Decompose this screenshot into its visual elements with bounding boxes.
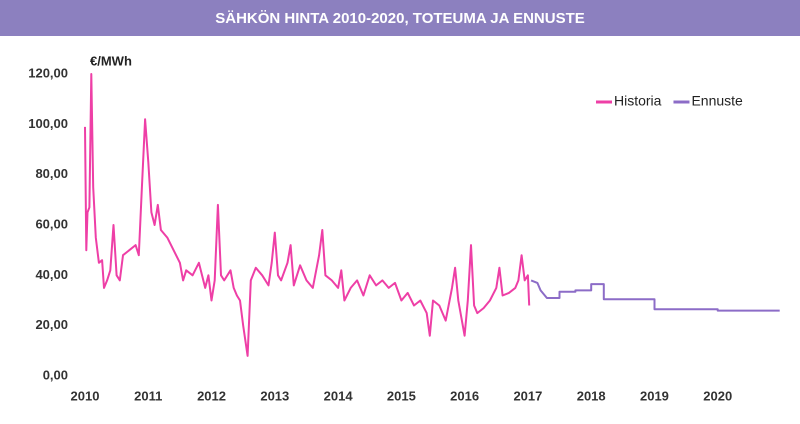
- x-tick-label: 2010: [71, 388, 100, 403]
- y-tick-label: 100,00: [28, 116, 68, 131]
- x-tick-label: 2017: [513, 388, 542, 403]
- x-tick-label: 2020: [703, 388, 732, 403]
- x-tick-label: 2012: [197, 388, 226, 403]
- y-tick-label: 20,00: [35, 317, 68, 332]
- x-tick-label: 2018: [577, 388, 606, 403]
- legend-label: Historia: [614, 93, 662, 109]
- legend-label: Ennuste: [691, 93, 743, 109]
- y-tick-label: 60,00: [35, 216, 68, 231]
- y-axis-label: €/MWh: [90, 53, 132, 68]
- y-tick-label: 120,00: [28, 65, 68, 80]
- series-line: [84, 73, 531, 357]
- title-bar: [0, 0, 800, 36]
- x-tick-label: 2019: [640, 388, 669, 403]
- y-tick-label: 40,00: [35, 267, 68, 282]
- chart-title: SÄHKÖN HINTA 2010-2020, TOTEUMA JA ENNUS…: [215, 10, 585, 27]
- y-tick-label: 0,00: [43, 367, 68, 382]
- x-tick-label: 2016: [450, 388, 479, 403]
- x-tick-label: 2011: [134, 388, 162, 403]
- x-tick-label: 2015: [387, 388, 416, 403]
- x-tick-label: 2013: [260, 388, 289, 403]
- y-tick-label: 80,00: [35, 166, 68, 181]
- series-line: [530, 279, 780, 312]
- x-tick-label: 2014: [324, 388, 354, 403]
